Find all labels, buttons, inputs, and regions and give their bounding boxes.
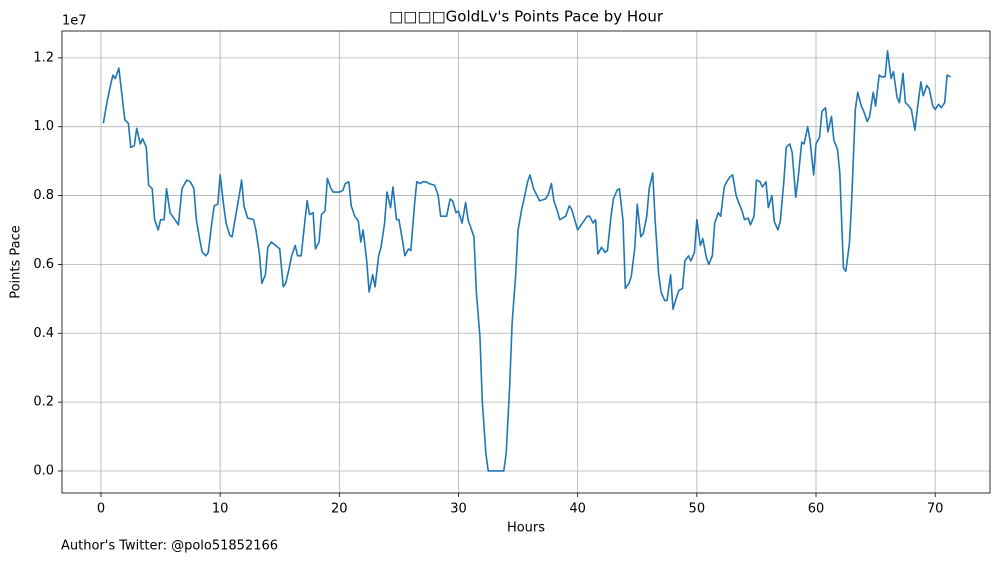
x-tick-label: 10 xyxy=(212,502,229,517)
y-tick-label: 0.4 xyxy=(33,326,54,341)
y-tick-label: 1.0 xyxy=(33,119,54,134)
x-tick-label: 40 xyxy=(569,502,586,517)
x-tick-label: 30 xyxy=(450,502,467,517)
x-tick-label: 0 xyxy=(97,502,105,517)
y-offset-label: 1e7 xyxy=(62,14,87,29)
y-tick-label: 0.8 xyxy=(33,188,54,203)
y-tick-label: 0.0 xyxy=(33,463,54,478)
chart-title: □□□□GoldLv's Points Pace by Hour xyxy=(389,8,664,26)
x-axis-label: Hours xyxy=(507,521,545,536)
x-tick-label: 70 xyxy=(927,502,944,517)
x-tick-label: 60 xyxy=(808,502,825,517)
x-tick-label: 20 xyxy=(331,502,348,517)
x-tick-label: 50 xyxy=(689,502,706,517)
y-tick-label: 0.6 xyxy=(33,257,54,272)
y-axis-label: Points Pace xyxy=(9,225,24,299)
y-tick-label: 1.2 xyxy=(33,50,54,65)
data-line xyxy=(102,50,952,472)
y-tick-label: 0.2 xyxy=(33,395,54,410)
annotation: Author's Twitter: @polo51852166 xyxy=(61,539,278,554)
plot-frame xyxy=(61,30,991,494)
